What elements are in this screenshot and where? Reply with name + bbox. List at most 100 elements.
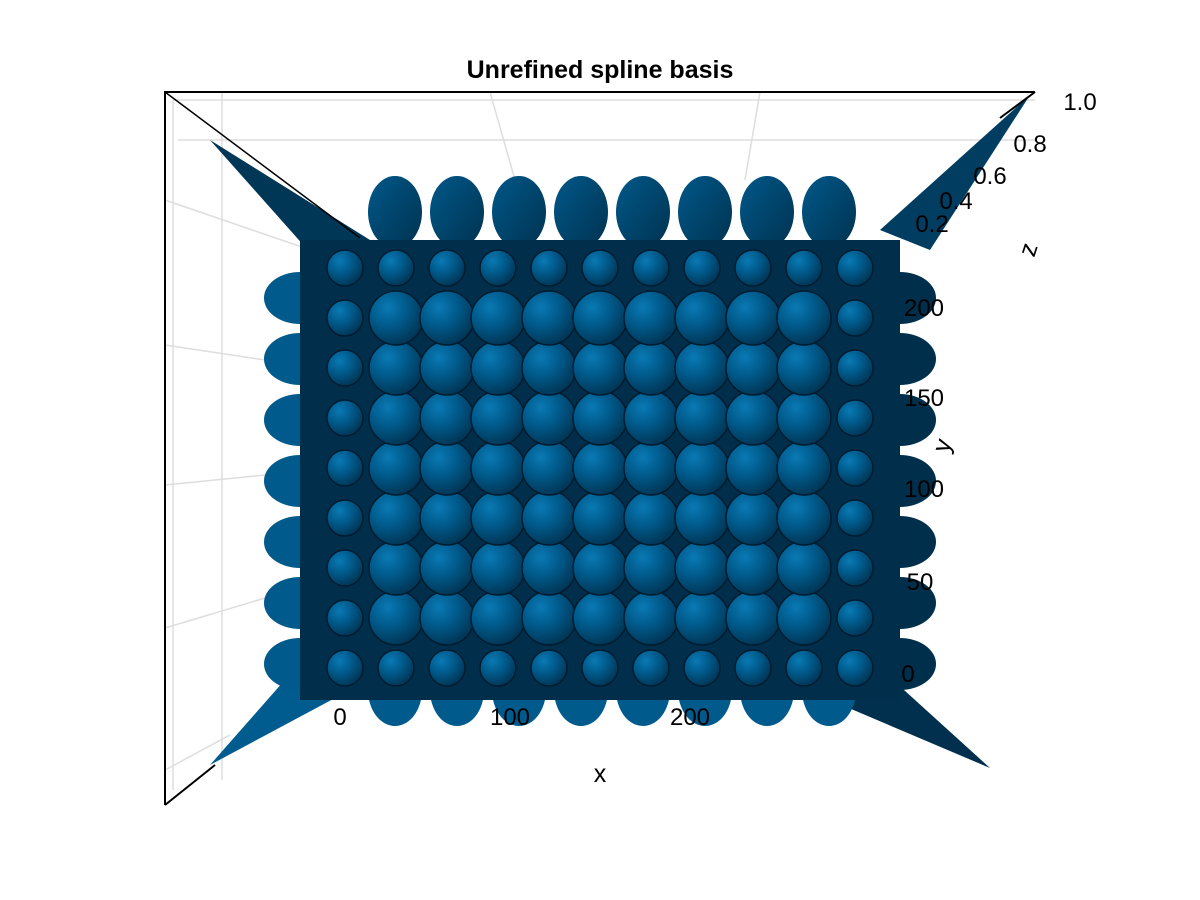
basis-bulb bbox=[470, 540, 526, 596]
basis-bulb bbox=[419, 340, 475, 396]
basis-bulb bbox=[470, 490, 526, 546]
basis-bulb bbox=[419, 290, 475, 346]
grid-line bbox=[164, 199, 326, 256]
axis-frame bbox=[164, 91, 1036, 806]
basis-bulb bbox=[368, 590, 424, 646]
basis-bulb bbox=[521, 490, 577, 546]
basis-bulb bbox=[725, 390, 781, 446]
basis-bulb bbox=[428, 649, 466, 687]
top-petal bbox=[740, 176, 794, 248]
basis-bulb bbox=[419, 440, 475, 496]
basis-bulb bbox=[836, 499, 874, 537]
y-tick-label: 200 bbox=[904, 295, 944, 322]
basis-bulb bbox=[623, 590, 679, 646]
basis-bulb bbox=[326, 649, 364, 687]
basis-bulb bbox=[785, 249, 823, 287]
top-petal bbox=[678, 176, 732, 248]
basis-bulb bbox=[572, 290, 628, 346]
basis-bulb bbox=[368, 290, 424, 346]
top-petal bbox=[616, 176, 670, 248]
basis-bulb bbox=[368, 540, 424, 596]
y-tick-label: 100 bbox=[904, 476, 944, 503]
top-petal bbox=[368, 176, 422, 248]
basis-bulb bbox=[581, 249, 619, 287]
basis-bulb bbox=[368, 440, 424, 496]
top-petal bbox=[430, 176, 484, 248]
z-tick-label: 0.4 bbox=[939, 188, 972, 215]
grid-line bbox=[164, 474, 266, 486]
basis-bulb bbox=[479, 649, 517, 687]
axis-grid-lines bbox=[164, 91, 1035, 790]
x-tick-label: 0 bbox=[333, 704, 346, 731]
basis-bulb bbox=[683, 649, 721, 687]
basis-bulb bbox=[572, 440, 628, 496]
basis-bulb bbox=[470, 340, 526, 396]
basis-bulb bbox=[377, 249, 415, 287]
basis-bulb bbox=[836, 549, 874, 587]
grid-line bbox=[164, 344, 266, 361]
basis-bulb bbox=[776, 440, 832, 496]
basis-bulb bbox=[326, 399, 364, 437]
basis-bulb bbox=[674, 390, 730, 446]
basis-bulb bbox=[836, 349, 874, 387]
grid-line bbox=[164, 734, 231, 771]
grid-line bbox=[164, 597, 266, 629]
z-tick-label: 1.0 bbox=[1063, 89, 1096, 116]
basis-bulb bbox=[470, 590, 526, 646]
x-tick-label: 100 bbox=[490, 704, 530, 731]
z-tick-label: 0.8 bbox=[1013, 131, 1046, 158]
basis-bulb bbox=[368, 390, 424, 446]
y-tick-label: 50 bbox=[907, 569, 934, 596]
basis-bulb bbox=[470, 390, 526, 446]
basis-bulb bbox=[623, 340, 679, 396]
basis-bulb bbox=[521, 340, 577, 396]
basis-bulb bbox=[836, 649, 874, 687]
basis-bulb bbox=[623, 290, 679, 346]
basis-bulb bbox=[674, 540, 730, 596]
basis-bulb bbox=[368, 490, 424, 546]
basis-bulb bbox=[674, 290, 730, 346]
basis-bulb bbox=[623, 490, 679, 546]
basis-bulb bbox=[776, 390, 832, 446]
basis-bulb bbox=[326, 349, 364, 387]
basis-bulb bbox=[572, 340, 628, 396]
chart-title: Unrefined spline basis bbox=[467, 56, 734, 84]
basis-bulb bbox=[674, 340, 730, 396]
basis-bulb bbox=[836, 299, 874, 337]
basis-bulb bbox=[734, 649, 772, 687]
basis-bulb bbox=[326, 449, 364, 487]
y-tick-label: 150 bbox=[904, 385, 944, 412]
basis-bulb bbox=[836, 449, 874, 487]
basis-bulb bbox=[572, 390, 628, 446]
basis-bulb bbox=[521, 590, 577, 646]
basis-bulb bbox=[674, 590, 730, 646]
basis-bulb bbox=[725, 340, 781, 396]
basis-bulb bbox=[623, 540, 679, 596]
basis-bulb bbox=[785, 649, 823, 687]
basis-bulb bbox=[521, 290, 577, 346]
basis-bulb bbox=[521, 540, 577, 596]
basis-bulb bbox=[683, 249, 721, 287]
basis-bulb bbox=[776, 540, 832, 596]
top-petal bbox=[554, 176, 608, 248]
basis-bulb bbox=[725, 540, 781, 596]
basis-bulb bbox=[419, 390, 475, 446]
axis-frame-diagonal bbox=[164, 91, 361, 239]
basis-bulb bbox=[725, 440, 781, 496]
basis-bulb bbox=[530, 649, 568, 687]
basis-bulb bbox=[428, 249, 466, 287]
top-petal bbox=[802, 176, 856, 248]
tick-labels: 0 100 200 0 50 100 150 200 0.20.40.6 0.8 1.0 bbox=[333, 89, 1096, 731]
basis-bulb bbox=[470, 440, 526, 496]
basis-function-bulbs bbox=[326, 249, 874, 687]
grid-line bbox=[744, 91, 761, 181]
basis-bulb bbox=[572, 590, 628, 646]
basis-bulb bbox=[326, 249, 364, 287]
y-axis-label: y bbox=[927, 435, 958, 456]
z-tick-label: 0.6 bbox=[973, 163, 1006, 190]
z-tick-label: 0.2 bbox=[915, 211, 948, 238]
basis-bulb bbox=[326, 549, 364, 587]
basis-bulb bbox=[632, 649, 670, 687]
spike-top-right bbox=[880, 95, 1030, 250]
